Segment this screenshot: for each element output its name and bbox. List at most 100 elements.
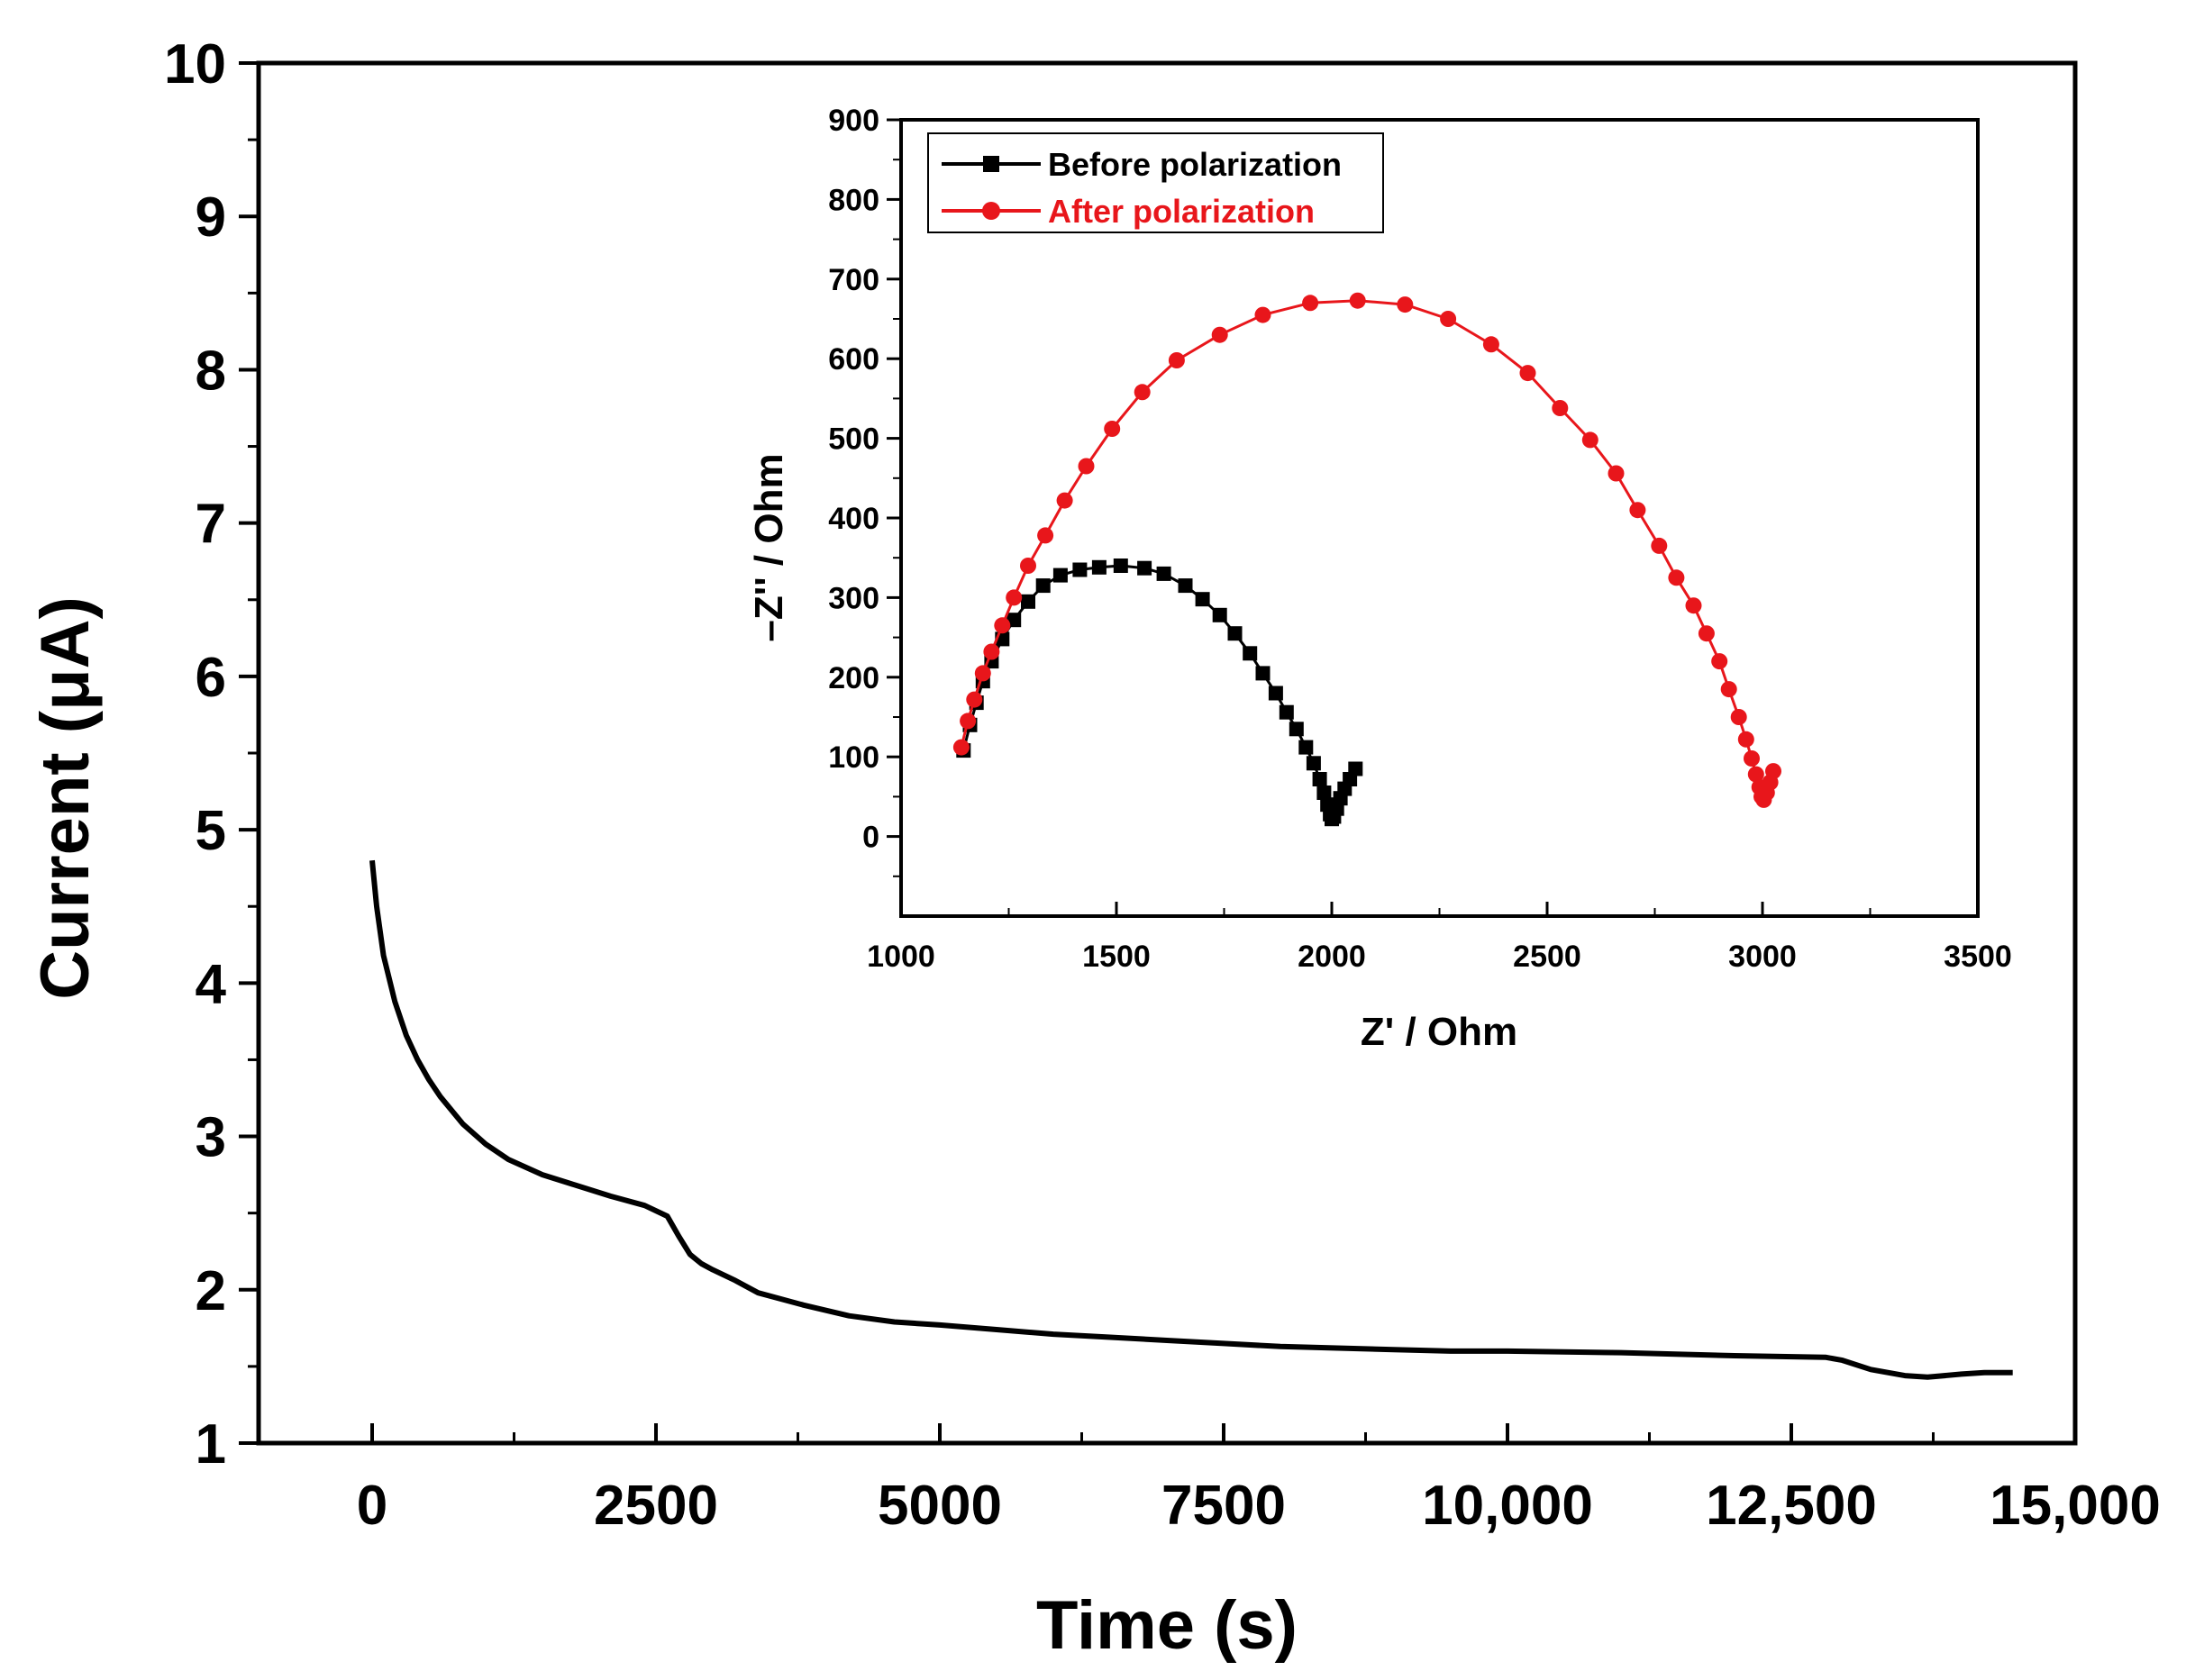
inset-data-point <box>1056 492 1073 509</box>
inset-x-tick-label: 3000 <box>1728 940 1797 974</box>
inset-data-point <box>994 617 1011 634</box>
main-y-tick-label: 4 <box>196 953 227 1015</box>
inset-data-point <box>1289 722 1304 737</box>
legend-label-after: After polarization <box>1048 193 1315 230</box>
inset-data-point <box>1268 686 1283 701</box>
inset-legend: Before polarization After polarization <box>927 132 1384 233</box>
inset-data-point <box>1302 295 1319 312</box>
inset-data-point <box>1312 772 1327 786</box>
inset-data-point <box>1212 607 1227 622</box>
inset-data-point <box>1134 384 1151 401</box>
legend-entry-before: Before polarization <box>942 146 1342 183</box>
main-series-layer <box>369 859 2013 1380</box>
inset-data-point <box>1397 296 1414 313</box>
inset-data-point <box>1020 558 1036 574</box>
main-series-line <box>369 859 2013 1380</box>
inset-data-point <box>1211 326 1228 343</box>
inset-data-point <box>1156 566 1171 581</box>
inset-data-point <box>966 691 983 708</box>
main-y-tick-label: 3 <box>196 1107 226 1169</box>
inset-data-point <box>1006 589 1023 606</box>
inset-x-tick-label: 2500 <box>1513 940 1581 974</box>
inset-y-tick-label: 900 <box>828 104 879 138</box>
inset-data-point <box>1072 562 1088 577</box>
inset-data-point <box>1178 578 1193 594</box>
inset-data-point <box>1035 578 1051 594</box>
inset-data-point <box>1730 709 1747 725</box>
inset-data-point <box>1651 537 1668 554</box>
main-y-tick-label: 9 <box>196 186 226 249</box>
main-y-tick-label: 1 <box>196 1413 226 1476</box>
inset-data-point <box>1113 558 1128 573</box>
inset-y-tick-label: 800 <box>828 183 879 217</box>
inset-data-point <box>1519 365 1536 382</box>
inset-series-layer <box>952 292 1781 827</box>
main-y-tick-label: 2 <box>196 1260 226 1322</box>
inset-data-point <box>952 739 970 756</box>
inset-data-point <box>1349 292 1366 309</box>
inset-data-point <box>1104 421 1121 437</box>
main-y-tick-label: 7 <box>196 494 226 556</box>
inset-x-tick-label: 2000 <box>1298 940 1366 974</box>
legend-entry-after: After polarization <box>942 193 1315 230</box>
inset-data-point <box>1581 431 1598 449</box>
legend-box <box>927 132 1384 233</box>
inset-series-after <box>952 292 1781 808</box>
inset-data-point <box>1227 626 1243 641</box>
inset-data-point <box>1306 756 1321 771</box>
inset-data-point <box>1747 766 1764 783</box>
inset-data-point <box>1255 666 1271 681</box>
inset-data-point <box>1720 681 1737 698</box>
inset-data-point <box>1243 646 1258 661</box>
inset-data-point <box>983 643 1000 660</box>
inset-data-point <box>1195 592 1210 607</box>
main-y-tick-label: 8 <box>196 340 226 402</box>
inset-data-point <box>1608 465 1625 482</box>
inset-data-point <box>1744 750 1760 767</box>
inset-y-tick-label: 600 <box>828 342 879 377</box>
main-x-tick-label: 10,000 <box>1422 1475 1593 1537</box>
inset-chart: 1000 1500 2000 2500 3000 3500 0 100 200 300 400 50… <box>747 104 2012 1054</box>
main-y-tick-label: 10 <box>164 33 226 95</box>
inset-data-point <box>960 713 977 730</box>
inset-data-point <box>1698 625 1715 642</box>
inset-data-point <box>1348 761 1363 776</box>
inset-y-tick-label: 400 <box>828 502 879 536</box>
main-chart: 0 2500 5000 7500 10,000 12,500 15,000 12345678… <box>27 33 2161 1664</box>
inset-y-tick-label: 700 <box>828 263 879 297</box>
main-y-tick-label: 6 <box>196 647 226 709</box>
main-x-tick-label: 12,500 <box>1706 1475 1877 1537</box>
inset-data-point <box>1021 594 1035 609</box>
inset-y-tick-label: 0 <box>862 821 879 855</box>
inset-data-point <box>1737 731 1754 748</box>
inset-data-point <box>1440 311 1457 327</box>
main-x-tick-label: 5000 <box>878 1475 1002 1537</box>
main-x-tick-label: 2500 <box>594 1475 718 1537</box>
inset-data-point <box>1552 400 1569 416</box>
inset-data-point <box>1279 704 1294 720</box>
legend-marker-before <box>983 156 999 172</box>
inset-x-tick-label: 3500 <box>1944 940 2012 974</box>
main-x-axis-title: Time (s) <box>1036 1587 1298 1664</box>
inset-data-point <box>1091 559 1107 575</box>
legend-marker-after <box>982 202 1000 220</box>
inset-data-point <box>1298 740 1314 755</box>
inset-data-point <box>1168 352 1185 368</box>
inset-data-point <box>1685 597 1702 614</box>
inset-y-ticks: 0 100 200 300 400 500 600 700 800 900 <box>828 104 901 877</box>
inset-data-point <box>1006 613 1022 628</box>
inset-data-point <box>1078 458 1095 475</box>
inset-x-tick-label: 1500 <box>1082 940 1151 974</box>
inset-series-before <box>956 558 1363 827</box>
main-x-tick-label: 0 <box>357 1475 387 1537</box>
inset-data-point <box>1482 336 1499 353</box>
inset-y-tick-label: 500 <box>828 422 879 457</box>
main-y-axis-title: Current (μA) <box>27 596 104 1000</box>
inset-y-tick-label: 300 <box>828 581 879 615</box>
inset-y-tick-label: 200 <box>828 661 879 695</box>
main-y-ticks: 1 2 3 4 5 6 7 8 9 10 <box>164 33 259 1476</box>
main-x-tick-label: 15,000 <box>1990 1475 2161 1537</box>
inset-x-ticks: 1000 1500 2000 2500 3000 3500 <box>867 902 2012 974</box>
